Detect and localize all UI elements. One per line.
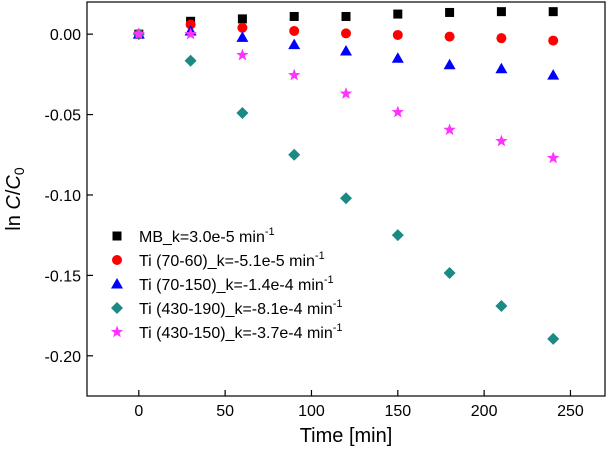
legend-label: Ti (70-150)_k=-1.4e-4 min-1 [139,274,334,294]
data-point [443,123,456,136]
x-tick-label: 250 [557,403,584,420]
data-point [392,29,403,40]
data-point [547,332,560,345]
series-2 [133,19,559,46]
data-point [184,27,197,40]
data-point [289,25,300,36]
legend-label: Ti (430-150)_k=-3.7e-4 min-1 [139,322,343,342]
y-axis-title-slash: / [3,189,25,195]
legend-label-text: MB_k=3.0e-5 min [139,229,265,246]
data-point [391,52,404,63]
data-point [288,68,301,81]
legend-label-sup: -1 [333,298,343,310]
legend-label: Ti (430-190)_k=-8.1e-4 min-1 [139,298,343,318]
legend-entry: Ti (430-190)_k=-8.1e-4 min-1 [111,298,343,318]
legend-label: Ti (70-60)_k=-5.1e-5 min-1 [139,250,325,270]
legend-entry: Ti (70-60)_k=-5.1e-5 min-1 [112,250,325,270]
data-point [236,106,249,119]
legend-label-text: Ti (70-60)_k=-5.1e-5 min [139,253,315,270]
legend-label-sup: -1 [333,322,343,334]
data-marks [132,7,560,345]
legend-label-sup: -1 [315,250,325,262]
legend-marker [112,231,122,241]
data-point [548,7,558,17]
x-tick-label: 0 [134,403,143,420]
data-point [184,54,197,67]
legend-marker [110,325,124,338]
x-tick-label: 150 [384,403,411,420]
data-point [237,22,248,33]
ticks: 0 50 100 150 200 250 0.00 -0.05 -0.10 -0.15 -0.20 [45,27,584,420]
legend-marker [112,255,122,265]
legend-entry: Ti (70-150)_k=-1.4e-4 min-1 [111,274,334,294]
x-tick-label: 100 [298,403,325,420]
data-point [236,31,249,42]
data-point [339,87,353,99]
legend-label: MB_k=3.0e-5 min-1 [139,226,275,246]
data-point [341,11,351,21]
y-tick-label: -0.05 [45,108,82,125]
series-5 [132,27,560,164]
legend-label-sup: -1 [265,226,275,238]
data-point [547,151,560,164]
plot-frame [86,1,606,397]
data-point [443,266,456,279]
data-point [495,62,508,74]
legend-marker [111,302,123,314]
data-point [288,148,301,161]
legend-entry: MB_k=3.0e-5 min-1 [112,226,275,246]
data-point [496,7,506,17]
data-point [236,48,249,61]
y-tick-label: -0.15 [45,268,82,285]
y-axis-title-sub: 0 [11,167,27,175]
x-tick-label: 200 [471,403,498,420]
y-tick-label: 0.00 [50,27,81,44]
y-tick-label: -0.10 [45,188,82,205]
data-point [445,7,455,17]
data-point [495,134,508,147]
data-point [443,58,456,70]
legend: MB_k=3.0e-5 min-1Ti (70-60)_k=-5.1e-5 mi… [110,226,343,342]
data-point [289,11,299,21]
y-axis-title-c0: C [3,175,25,190]
data-point [547,69,560,80]
data-point [237,14,247,24]
legend-label-text: Ti (430-150)_k=-3.7e-4 min [139,325,333,342]
data-point [495,299,508,312]
data-point [288,38,301,50]
x-tick-label: 50 [216,403,234,420]
data-point [341,28,351,39]
data-point [340,45,352,56]
y-axis-title-c: C [3,195,25,210]
data-point [444,31,455,42]
data-point [340,192,352,205]
data-point [548,35,559,46]
x-axis-title: Time [min] [300,425,393,447]
data-point [391,105,404,118]
legend-label-text: Ti (430-190)_k=-8.1e-4 min [139,301,333,318]
data-point [393,9,403,19]
data-point [391,229,404,242]
data-point [132,27,145,40]
y-axis-title: ln C/C0 [3,167,27,231]
legend-entry: Ti (430-150)_k=-3.7e-4 min-1 [110,322,343,342]
legend-label-text: Ti (70-150)_k=-1.4e-4 min [139,277,324,294]
data-point [496,33,507,44]
legend-label-sup: -1 [324,274,334,286]
y-axis-title-prefix: ln [3,210,25,231]
legend-marker [111,278,123,289]
data-point [185,19,196,30]
y-tick-label: -0.20 [45,349,82,366]
series-4 [132,28,560,345]
